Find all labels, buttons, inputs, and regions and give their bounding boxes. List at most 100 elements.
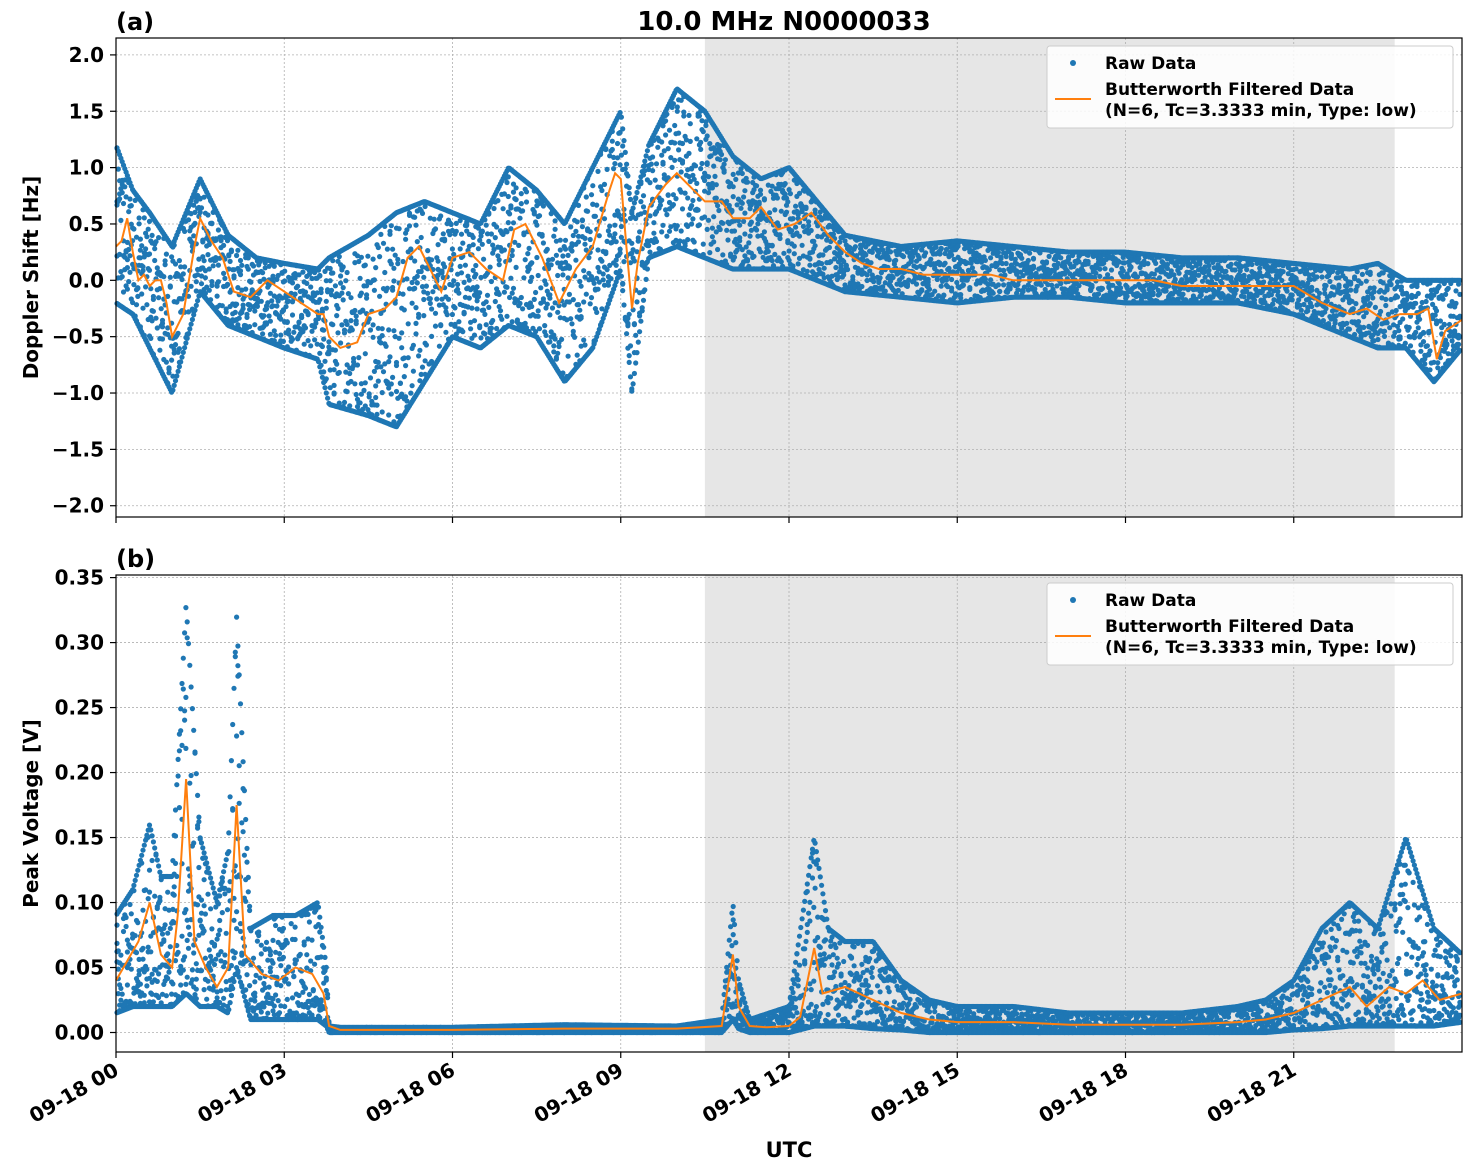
raw-data-point (488, 325, 494, 331)
raw-data-point (356, 355, 362, 361)
raw-data-point (627, 343, 634, 349)
raw-data-point (380, 240, 387, 246)
raw-data-point (698, 166, 704, 172)
raw-data-point (166, 370, 172, 376)
raw-data-point (335, 330, 341, 336)
raw-data-point (263, 306, 270, 312)
raw-data-point (187, 326, 193, 332)
raw-data-point (153, 239, 159, 245)
raw-data-point (286, 331, 292, 337)
raw-data-point (941, 292, 947, 298)
raw-data-point (575, 302, 582, 308)
raw-data-point (1108, 267, 1115, 273)
raw-data-point (653, 161, 660, 167)
raw-data-point (692, 163, 699, 169)
raw-data-point (786, 248, 792, 254)
raw-data-point (388, 381, 394, 387)
raw-data-point (198, 205, 205, 211)
raw-data-point (432, 310, 439, 316)
raw-data-point (172, 342, 179, 348)
raw-data-point (705, 174, 712, 180)
raw-data-point (143, 246, 149, 252)
raw-data-point (403, 363, 409, 369)
raw-data-point (143, 284, 149, 290)
raw-data-point (425, 290, 431, 296)
raw-data-point (603, 146, 609, 153)
raw-data-point (403, 236, 409, 242)
raw-data-point (429, 333, 435, 339)
raw-data-point (568, 224, 574, 230)
raw-data-point (473, 271, 479, 277)
raw-data-point (471, 318, 478, 324)
raw-data-point (390, 374, 396, 380)
raw-data-point (1128, 264, 1134, 270)
raw-data-point (761, 229, 768, 235)
raw-data-point (686, 212, 692, 218)
raw-data-point (803, 204, 809, 210)
raw-data-point (540, 240, 547, 246)
raw-data-point (637, 329, 643, 335)
raw-data-point (408, 246, 414, 252)
raw-data-point (367, 375, 374, 381)
raw-data-point (405, 321, 411, 327)
raw-data-point (126, 246, 132, 253)
raw-data-point (115, 166, 121, 172)
raw-data-point (374, 411, 380, 417)
raw-data-point (704, 226, 710, 232)
raw-data-point (700, 241, 706, 247)
raw-data-point (507, 294, 513, 301)
raw-data-point (139, 243, 145, 249)
raw-data-point (327, 265, 333, 272)
raw-data-point (715, 246, 721, 253)
raw-data-point (182, 264, 188, 270)
raw-data-point (371, 287, 377, 293)
raw-data-point (198, 281, 205, 287)
raw-data-point (412, 258, 418, 264)
raw-data-point (640, 193, 647, 199)
raw-data-point (559, 336, 565, 342)
raw-data-point (621, 138, 627, 144)
raw-data-point (595, 247, 601, 253)
raw-data-point (458, 231, 465, 237)
raw-data-point (520, 208, 526, 214)
raw-data-point (742, 210, 748, 216)
raw-data-point (373, 394, 379, 401)
raw-data-point (783, 209, 790, 215)
raw-data-point (539, 232, 545, 238)
raw-data-point (471, 332, 478, 338)
raw-data-point (352, 260, 358, 266)
raw-data-point (401, 355, 407, 361)
raw-data-point (457, 246, 463, 252)
raw-data-point (180, 349, 186, 355)
raw-data-point (543, 332, 549, 338)
raw-data-point (600, 271, 606, 277)
raw-data-point (618, 273, 625, 279)
raw-data-point (406, 286, 413, 292)
raw-data-point (375, 359, 381, 365)
raw-data-point (201, 194, 207, 200)
raw-data-point (715, 203, 721, 209)
raw-data-point (555, 309, 561, 315)
raw-data-point (617, 162, 623, 168)
raw-data-point (542, 323, 548, 329)
raw-data-point (625, 321, 631, 327)
raw-data-point (185, 217, 192, 223)
raw-data-point (592, 213, 599, 219)
raw-data-point (643, 276, 649, 282)
raw-data-point (568, 316, 574, 322)
raw-data-point (266, 313, 272, 319)
raw-data-point (357, 400, 363, 406)
raw-data-point (419, 264, 426, 270)
raw-data-point (421, 296, 427, 303)
raw-data-point (159, 317, 166, 323)
raw-data-point (458, 270, 465, 276)
raw-data-point (574, 352, 580, 358)
raw-data-point (573, 228, 579, 234)
raw-data-point (323, 376, 329, 382)
raw-data-point (176, 364, 182, 370)
raw-data-point (403, 394, 409, 400)
raw-data-point (353, 391, 359, 398)
raw-data-point (1124, 293, 1130, 299)
raw-data-point (682, 190, 688, 196)
raw-data-point (505, 174, 511, 180)
